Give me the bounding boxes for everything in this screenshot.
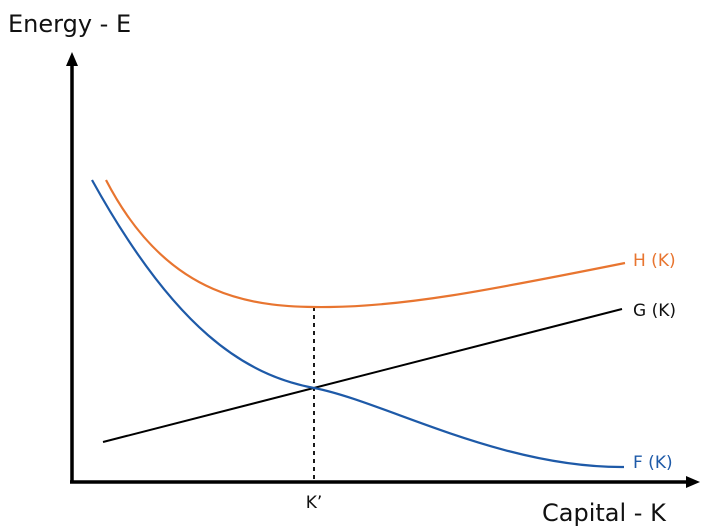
series-label-g: G (K) bbox=[633, 301, 676, 321]
series-label-h: H (K) bbox=[633, 251, 676, 271]
series-line-g bbox=[102, 308, 623, 443]
x-axis-label: Capital - K bbox=[542, 499, 667, 527]
x-tick-label-k-prime: K’ bbox=[306, 493, 323, 513]
series-line-f bbox=[91, 179, 625, 469]
x-axis-arrow bbox=[686, 476, 700, 488]
series-label-f: F (K) bbox=[633, 453, 673, 473]
y-axis-label: Energy - E bbox=[8, 10, 131, 38]
series-line-h bbox=[105, 179, 626, 309]
y-axis-arrow bbox=[66, 52, 78, 66]
